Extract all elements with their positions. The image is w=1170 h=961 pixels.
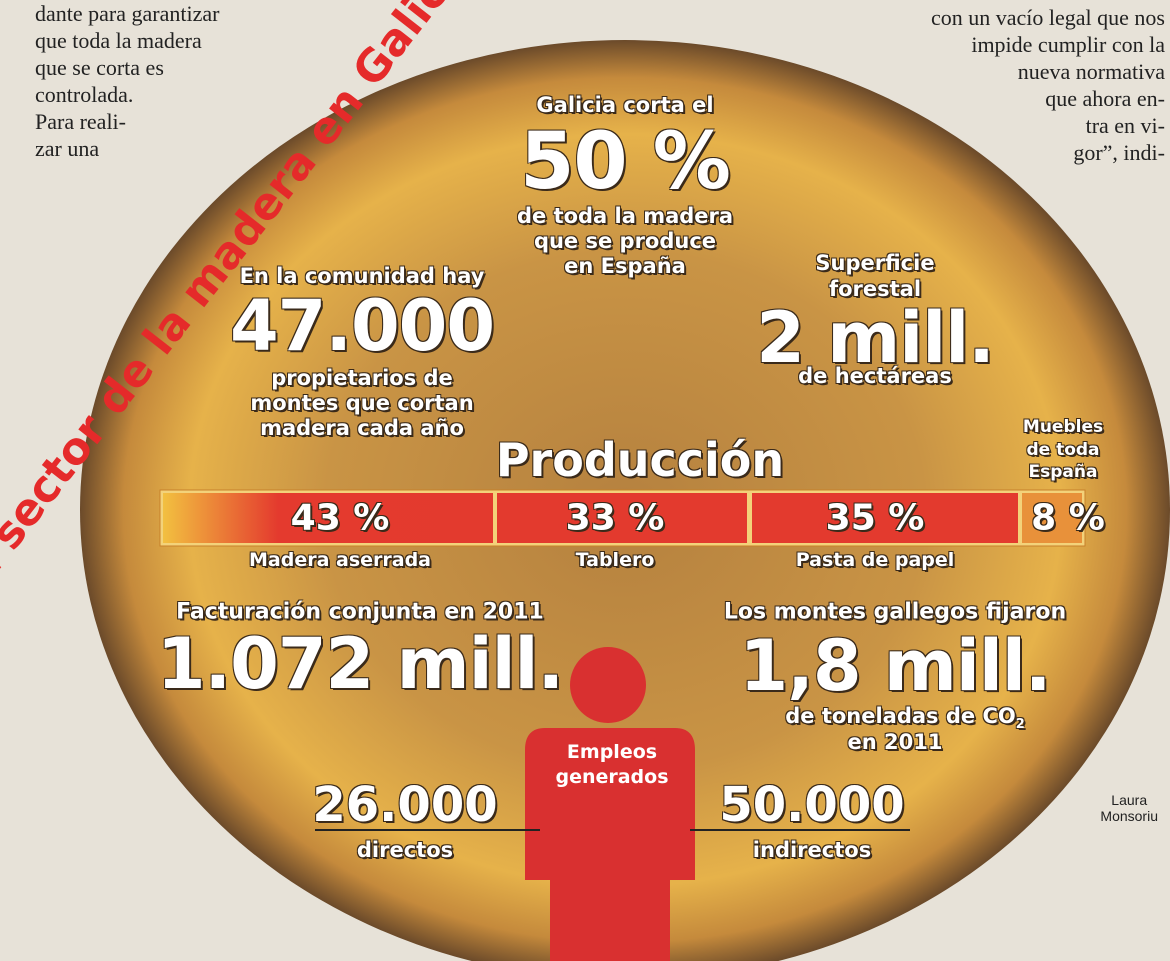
fact-text: de toda la madera — [517, 204, 733, 228]
fact-figure: 1.072 mill. — [157, 623, 563, 705]
fact-lead: Galicia corta el — [536, 93, 713, 117]
fact-figure: 50 % — [520, 117, 730, 207]
fact-text: de toneladas de CO2 — [785, 704, 1025, 732]
fact-lead: Facturación conjunta en 2011 — [176, 600, 544, 625]
fact-figure: 1,8 mill. — [740, 625, 1051, 707]
fact-lead: Los montes gallegos fijaron — [724, 600, 1066, 625]
segment-value: 33 % — [566, 498, 665, 539]
fact-figure: 47.000 — [230, 285, 494, 367]
fact-text-main: de toneladas de CO — [785, 704, 1015, 728]
article-left: dante para garantizar que toda la madera… — [35, 0, 219, 162]
fact-text: madera cada año — [260, 416, 464, 440]
segment-label: Madera aserrada — [249, 549, 431, 571]
text-line: tra en vi- — [931, 112, 1165, 139]
text-line: que se corta es — [35, 54, 219, 81]
text-line: controlada. — [35, 81, 219, 108]
fact-text: en 2011 — [848, 730, 943, 754]
segment-value: 43 % — [291, 498, 390, 539]
fact-lead: Superficie — [815, 251, 934, 275]
segment-label: España — [1029, 462, 1098, 482]
production-title: Producción — [496, 433, 784, 487]
segment-label: Tablero — [576, 549, 655, 571]
jobs-title: generados — [555, 766, 668, 788]
fact-text: de hectáreas — [798, 364, 952, 388]
fact-text: propietarios de — [271, 366, 453, 390]
credit-line: Monsoriu — [1100, 808, 1158, 824]
segment-value: 8 % — [1031, 498, 1105, 539]
text-line: gor”, indi- — [931, 139, 1165, 166]
jobs-figure: 50.000 — [719, 777, 904, 833]
segment-label: Muebles — [1023, 417, 1103, 437]
subscript: 2 — [1016, 717, 1025, 732]
jobs-label: indirectos — [753, 838, 871, 862]
infographic-page: dante para garantizar que toda la madera… — [0, 0, 1170, 961]
text-line: impide cumplir con la — [931, 31, 1165, 58]
fact-text: que se produce — [534, 229, 716, 253]
segment-label: de toda — [1026, 440, 1099, 460]
text-line: nueva normativa — [931, 58, 1165, 85]
segment-label: Pasta de papel — [796, 549, 955, 571]
jobs-label: directos — [357, 838, 453, 862]
credit: Laura Monsoriu — [1100, 792, 1158, 824]
fact-text: montes que cortan — [250, 391, 473, 415]
article-right: con un vacío legal que nos impide cumpli… — [931, 4, 1165, 166]
text-line: que toda la madera — [35, 27, 219, 54]
segment-value: 35 % — [826, 498, 925, 539]
jobs-title: Empleos — [567, 741, 657, 763]
text-line: dante para garantizar — [35, 0, 219, 27]
text-line: que ahora en- — [931, 85, 1165, 112]
text-line: Para reali- — [35, 108, 219, 135]
fact-text: en España — [564, 254, 686, 278]
text-line: con un vacío legal que nos — [931, 4, 1165, 31]
jobs-figure: 26.000 — [312, 777, 497, 833]
credit-line: Laura — [1100, 792, 1158, 808]
text-line: zar una — [35, 135, 219, 162]
